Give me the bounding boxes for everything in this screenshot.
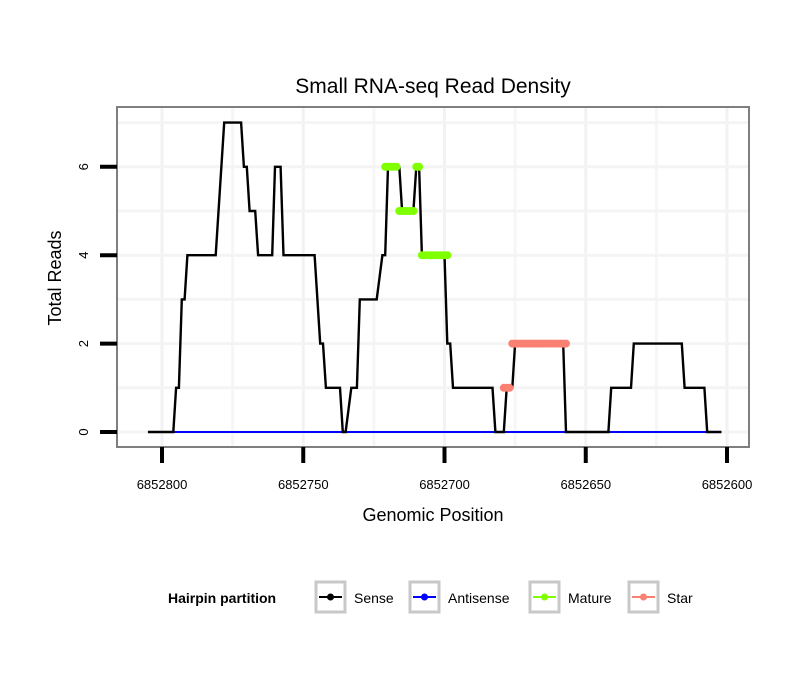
chart-title: Small RNA-seq Read Density — [295, 75, 571, 98]
data-point-mature — [409, 207, 418, 215]
data-point-star — [505, 383, 514, 392]
plot-marks — [147, 121, 722, 434]
x-tick-label: 6852650 — [560, 477, 611, 492]
legend: Hairpin partition Sense Antisense Mature St… — [168, 580, 693, 614]
y-axis-label: Total Reads — [45, 230, 65, 325]
x-axis-label: Genomic Position — [362, 505, 503, 525]
y-tick-label: 0 — [76, 428, 91, 435]
legend-title: Hairpin partition — [168, 590, 276, 606]
x-tick-label: 6852700 — [419, 477, 470, 492]
legend-key-point — [327, 593, 334, 601]
x-tick-label: 6852800 — [137, 477, 188, 492]
legend-key-point — [541, 593, 548, 601]
x-tick-label: 6852600 — [702, 477, 753, 492]
series-line-sense — [147, 121, 722, 434]
plot-border — [116, 106, 750, 448]
legend-label-antisense: Antisense — [448, 590, 510, 606]
x-tick-label: 6852750 — [278, 477, 329, 492]
legend-label-mature: Mature — [568, 590, 612, 606]
legend-key-point — [421, 593, 428, 601]
data-point-mature — [415, 162, 424, 171]
legend-key-point — [640, 593, 647, 601]
data-point-mature — [443, 251, 452, 260]
y-tick-label: 4 — [76, 252, 91, 259]
y-tick-label: 2 — [76, 340, 91, 347]
legend-label-star: Star — [667, 590, 693, 606]
legend-label-sense: Sense — [354, 590, 394, 606]
y-tick-label: 6 — [76, 163, 91, 170]
data-point-mature — [392, 162, 401, 171]
plot-panel — [117, 107, 749, 447]
axes: 0 2 4 6 6852800 6852750 6852700 6852650 6852600 — [76, 163, 752, 492]
data-point-star — [561, 339, 570, 348]
